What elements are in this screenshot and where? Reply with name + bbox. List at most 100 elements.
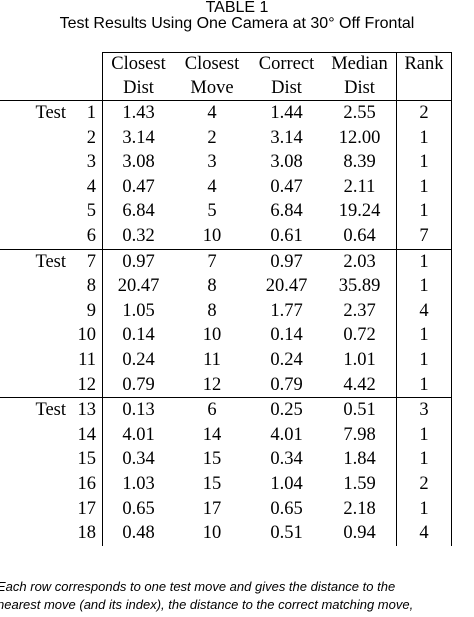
- cell-closest-dist: 1.43: [102, 99, 174, 126]
- cell-test-number: 7: [72, 248, 103, 275]
- table-row: Test 7 0.97 7 0.97 2.03 1: [0, 248, 452, 275]
- cell-median-dist: 0.72: [323, 323, 397, 348]
- cell-closest-dist: 0.32: [122, 225, 155, 246]
- cell-median-dist: 1.01: [323, 347, 397, 373]
- cell-closest-move: 8: [207, 276, 217, 297]
- cell-test-number: 1: [72, 99, 103, 126]
- cell-rank: 1: [396, 174, 452, 200]
- cell-test-number: 13: [72, 397, 103, 423]
- table-row: 16 1.03 15 1.04 1.59 2: [0, 471, 452, 497]
- cell-closest-dist: 0.24: [122, 349, 155, 370]
- cell-rank: 1: [396, 447, 452, 472]
- cell-rank: 1: [396, 422, 452, 448]
- cell-rank: 1: [396, 199, 452, 224]
- cell-closest-move: 7: [174, 248, 250, 275]
- cell-rank: 2: [396, 99, 452, 126]
- cell-test-number: 16: [72, 471, 103, 497]
- table-footnote: Each row corresponds to one test move an…: [0, 578, 474, 614]
- cell-test-number: 15: [72, 447, 103, 472]
- cell-closest-move: 12: [202, 374, 222, 395]
- cell-correct-dist: 4.01: [270, 424, 303, 445]
- cell-correct-dist: 0.97: [250, 248, 323, 275]
- cell-median-dist: 2.03: [323, 248, 397, 275]
- cell-median-dist: 0.94: [323, 521, 397, 546]
- table-row: 8 20.47 8 20.47 35.89 1: [0, 274, 452, 299]
- cell-closest-dist: 0.97: [102, 248, 174, 275]
- table-row: 17 0.65 17 0.65 2.18 1: [0, 496, 452, 522]
- cell-correct-dist: 0.14: [270, 325, 303, 346]
- cell-closest-dist: 4.01: [122, 424, 155, 445]
- table-row: 14 4.01 14 4.01 7.98 1: [0, 422, 452, 448]
- cell-rank: 1: [396, 372, 452, 398]
- cell-rank: 1: [396, 248, 452, 275]
- cell-test-number: 18: [72, 521, 103, 546]
- cell-rank: 2: [396, 471, 452, 497]
- cell-median-dist: 0.51: [323, 397, 397, 423]
- cell-rank: 1: [396, 150, 452, 175]
- cell-median-dist: 1.84: [323, 447, 397, 472]
- cell-correct-dist: 20.47: [265, 276, 308, 297]
- table-row: 11 0.24 11 0.24 1.01 1: [0, 347, 452, 373]
- section-label: Test: [0, 248, 72, 275]
- cell-closest-dist: 3.14: [122, 127, 155, 148]
- cell-test-number: 5: [72, 199, 103, 224]
- cell-rank: 1: [396, 323, 452, 348]
- cell-test-number: 11: [72, 347, 103, 373]
- cell-rank: 1: [396, 125, 452, 151]
- section-label: Test: [0, 397, 72, 423]
- cell-median-dist: 35.89: [323, 274, 397, 299]
- cell-closest-dist: 0.13: [102, 397, 174, 423]
- cell-rank: 3: [396, 397, 452, 423]
- cell-correct-dist: 0.34: [270, 449, 303, 470]
- cell-rank: 1: [396, 347, 452, 373]
- cell-closest-move: 8: [207, 300, 217, 321]
- cell-closest-dist: 20.47: [117, 276, 160, 297]
- cell-closest-dist: 0.47: [122, 176, 155, 197]
- table-label: TABLE 1: [205, 0, 269, 16]
- table-row: 18 0.48 10 0.51 0.94 4: [0, 521, 452, 546]
- header-median-dist-top: Median: [323, 52, 397, 77]
- cell-correct-dist: 3.08: [270, 152, 303, 173]
- cell-median-dist: 4.42: [323, 372, 397, 398]
- cell-test-number: 2: [72, 125, 103, 151]
- table-row: 4 0.47 4 0.47 2.11 1: [0, 174, 452, 200]
- table-row: 2 3.14 2 3.14 12.00 1: [0, 125, 452, 151]
- cell-closest-dist: 6.84: [122, 201, 155, 222]
- cell-median-dist: 19.24: [323, 199, 397, 224]
- cell-correct-dist: 0.47: [270, 176, 303, 197]
- cell-correct-dist: 0.79: [270, 374, 303, 395]
- cell-closest-move: 10: [202, 523, 222, 544]
- cell-correct-dist: 0.25: [250, 397, 323, 423]
- table-row: 10 0.14 10 0.14 0.72 1: [0, 323, 452, 348]
- cell-closest-dist: 0.34: [122, 449, 155, 470]
- cell-closest-dist: 0.48: [122, 523, 155, 544]
- cell-correct-dist: 6.84: [270, 201, 303, 222]
- cell-closest-move: 10: [202, 325, 222, 346]
- cell-test-number: 12: [72, 372, 103, 398]
- cell-median-dist: 2.55: [323, 99, 397, 126]
- cell-test-number: 17: [72, 496, 103, 522]
- cell-closest-move: 10: [202, 225, 222, 246]
- table-row: 3 3.08 3 3.08 8.39 1: [0, 150, 452, 175]
- cell-closest-dist: 3.08: [122, 152, 155, 173]
- header-row-2: Dist Move Dist Dist: [0, 76, 452, 101]
- cell-test-number: 6: [72, 223, 103, 250]
- header-correct-dist-bottom: Dist: [271, 77, 302, 98]
- header-closest-move-bottom: Move: [190, 77, 234, 98]
- cell-closest-move: 15: [202, 449, 222, 470]
- cell-closest-move: 15: [202, 473, 222, 494]
- cell-closest-move: 14: [202, 424, 222, 445]
- header-closest-dist-top: Closest: [102, 52, 174, 77]
- cell-closest-dist: 1.03: [122, 473, 155, 494]
- cell-test-number: 10: [72, 323, 103, 348]
- table-row: 6 0.32 10 0.61 0.64 7: [0, 223, 452, 250]
- cell-test-number: 8: [72, 274, 103, 299]
- cell-rank: 4: [396, 521, 452, 546]
- cell-closest-move: 4: [207, 176, 217, 197]
- header-closest-dist-bottom: Dist: [123, 77, 154, 98]
- cell-correct-dist: 0.51: [270, 523, 303, 544]
- results-table: Closest Closest Correct Median Rank Dist…: [0, 52, 452, 546]
- cell-median-dist: 1.59: [323, 471, 397, 497]
- cell-test-number: 9: [72, 298, 103, 324]
- cell-rank: 1: [396, 274, 452, 299]
